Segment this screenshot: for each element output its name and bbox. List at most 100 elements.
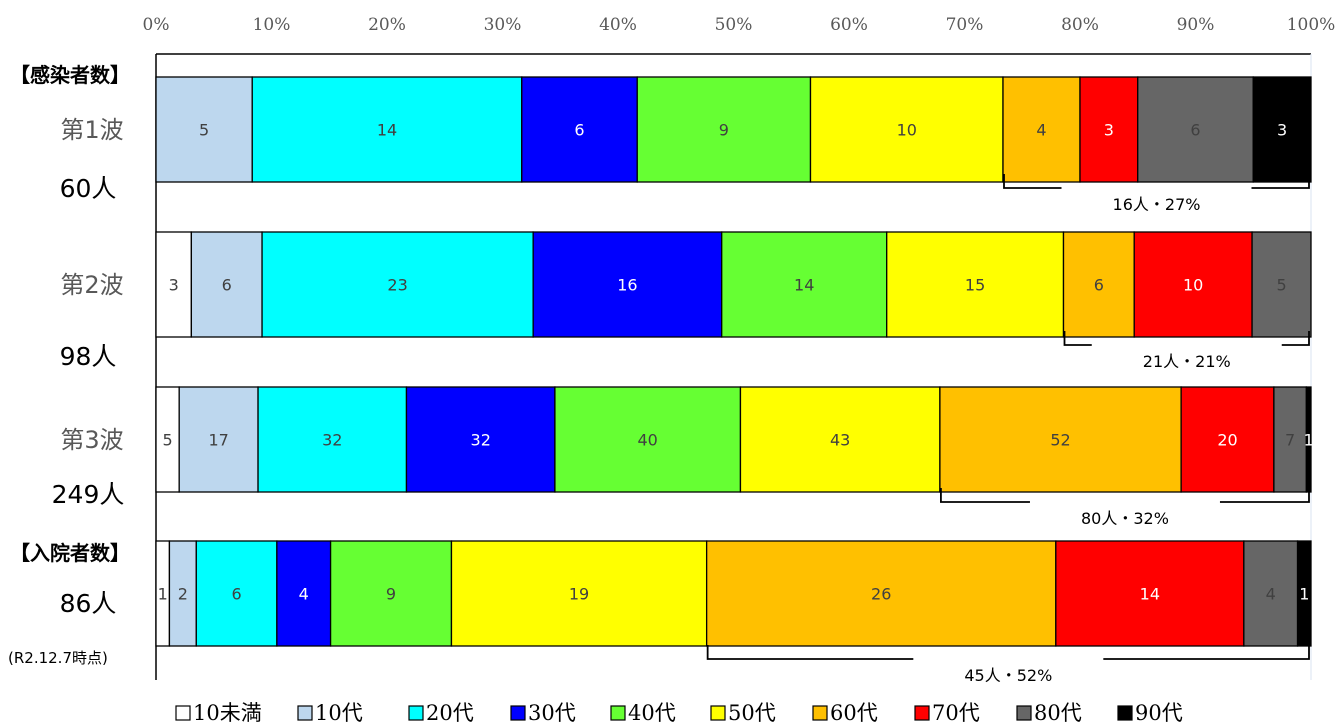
row-total: 86人 [60,589,117,618]
row-label: 第3波 [60,426,123,454]
x-tick-label: 60% [830,15,868,35]
x-tick-label: 20% [368,15,406,35]
segment-value: 14 [1140,585,1160,604]
segment-value: 5 [163,431,173,450]
legend-swatch [1016,705,1032,721]
bar-segment [450,540,708,647]
segment-value: 16 [617,276,637,295]
segment-value: 1 [1304,431,1314,450]
segment-value: 17 [208,431,228,450]
segment-value: 26 [871,585,891,604]
segment-value: 2 [178,585,188,604]
bar-segment [939,386,1182,493]
section-label-infections: 【感染者数】 [10,63,130,87]
bar-segment [721,231,888,338]
row-label: 第2波 [60,271,123,299]
legend-swatch [1117,705,1133,721]
segment-value: 43 [830,431,850,450]
legend-entry: 90代 [1135,701,1183,725]
age-60plus-share: 21人・21% [1143,352,1231,371]
legend-entry: 60代 [830,701,878,725]
legend-swatch [812,705,828,721]
x-tick-label: 10% [253,15,291,35]
bar-segment [190,231,263,338]
bar-segment [1296,540,1312,647]
legend-swatch [914,705,930,721]
legend-swatch [408,705,424,721]
segment-value: 10 [1183,276,1203,295]
segment-value: 1 [1299,585,1309,604]
bar-segment [1062,231,1135,338]
legend-entry: 40代 [628,701,676,725]
segment-value: 10 [897,121,917,140]
legend-entry: 70代 [932,701,980,725]
segment-value: 14 [794,276,814,295]
as-of-date-note: (R2.12.7時点) [8,649,108,667]
segment-value: 5 [199,121,209,140]
segment-value: 6 [1190,121,1200,140]
segment-value: 14 [377,121,397,140]
age-60plus-bracket [1003,174,1310,189]
segment-value: 4 [299,585,309,604]
bar-segment [155,231,193,338]
age-60plus-bracket [1063,331,1310,346]
bar-segment [329,540,453,647]
segment-value: 40 [638,431,658,450]
x-tick-label: 50% [715,15,753,35]
segment-value: 6 [574,121,584,140]
segment-value: 3 [1277,121,1287,140]
bar-segment [1273,386,1308,493]
bar-segment [195,540,278,647]
age-60plus-bracket [706,645,1310,660]
bar-segment [1133,231,1253,338]
legend-entry: 30代 [528,701,576,725]
bar-segment [276,540,332,647]
bar-segment [1055,540,1245,647]
section-label-hospitalized: 【入院者数】 [10,541,130,565]
row-total: 98人 [60,342,117,371]
legend-entry: 10代 [315,701,363,725]
legend-swatch [175,705,191,721]
row-total: 60人 [60,174,117,203]
x-tick-label: 30% [484,15,522,35]
bar-segment [739,386,941,493]
age-60plus-share: 45人・52% [964,666,1052,685]
x-tick-label: 40% [599,15,637,35]
segment-value: 9 [719,121,729,140]
segment-value: 20 [1217,431,1237,450]
row-label: 第1波 [60,116,123,144]
segment-value: 6 [231,585,241,604]
segment-value: 23 [387,276,407,295]
x-tick-label: 90% [1177,15,1215,35]
bar-segment [1243,540,1299,647]
bar-segment [1252,76,1312,183]
legend-entry: 10未満 [193,701,262,725]
bar-segment [1137,76,1254,183]
x-tick-label: 100% [1287,15,1336,35]
legend-swatch [510,705,526,721]
bar-segment [521,76,638,183]
age-60plus-bracket [940,488,1310,503]
segment-value: 6 [222,276,232,295]
segment-value: 7 [1285,431,1295,450]
age-60plus-share: 16人・27% [1113,195,1201,214]
segment-value: 1 [158,585,168,604]
segment-value: 3 [169,276,179,295]
segment-value: 4 [1266,585,1276,604]
segment-value: 15 [965,276,985,295]
bar-segment [636,76,812,183]
legend-swatch [710,705,726,721]
bar-segment [809,76,1004,183]
bar-segment [1002,76,1081,183]
bar-segment [405,386,556,493]
bar-segment [532,231,723,338]
segment-value: 9 [386,585,396,604]
legend-entry: 20代 [426,701,474,725]
bar-segment [261,231,534,338]
segment-value: 3 [1104,121,1114,140]
segment-value: 19 [569,585,589,604]
segment-value: 32 [322,431,342,450]
segment-value: 6 [1094,276,1104,295]
segment-value: 32 [471,431,491,450]
